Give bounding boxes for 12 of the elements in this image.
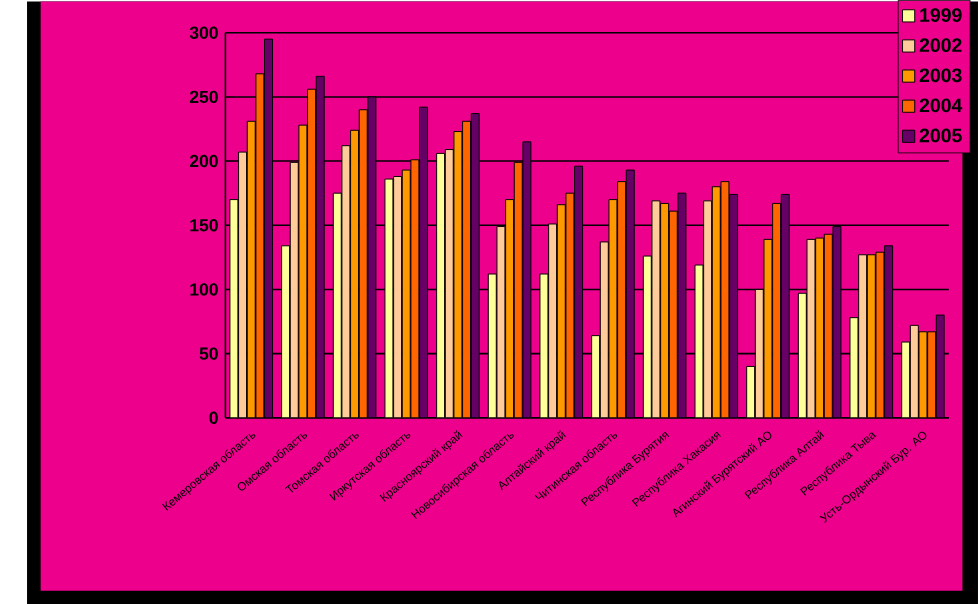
y-tick-label: 200 bbox=[189, 154, 218, 168]
y-tick-label: 300 bbox=[189, 26, 218, 39]
legend-label: 2005 bbox=[919, 128, 962, 143]
y-tick-label: 250 bbox=[189, 90, 218, 103]
legend-label: 2004 bbox=[919, 98, 963, 113]
y-tick-label: 0 bbox=[209, 411, 218, 424]
y-tick-label: 50 bbox=[199, 347, 218, 360]
y-tick-label: 100 bbox=[190, 283, 218, 296]
y-tick-label: 150 bbox=[190, 218, 218, 232]
legend-label: 1999 bbox=[920, 7, 962, 22]
legend-label: 2003 bbox=[919, 68, 962, 82]
legend-label: 2002 bbox=[919, 38, 962, 52]
